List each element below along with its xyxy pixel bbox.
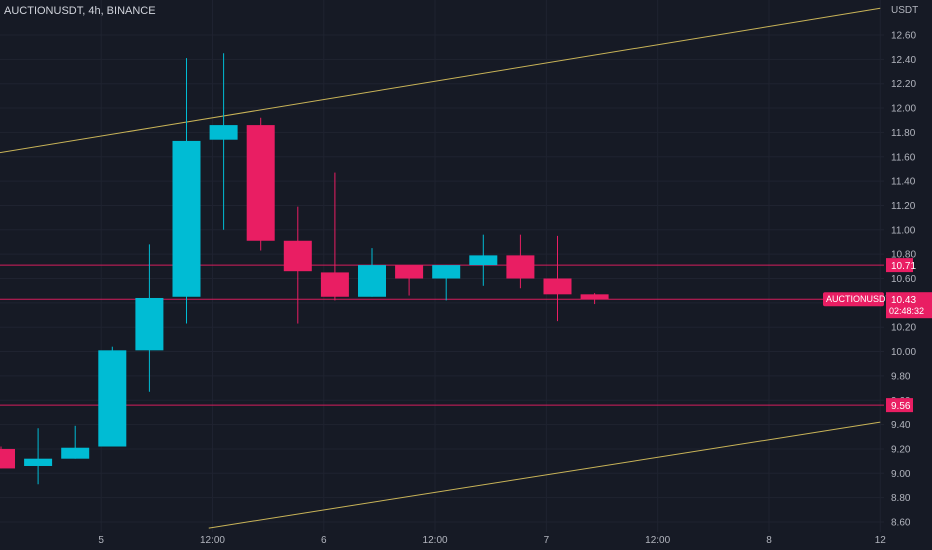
y-tick-label: 8.60 [891, 518, 911, 529]
x-tick-label: 8 [766, 535, 772, 546]
y-tick-label: 9.40 [891, 420, 911, 431]
y-tick-label: 8.80 [891, 493, 911, 504]
symbol-price-badge-label: AUCTIONUSDT [826, 294, 892, 304]
y-tick-label: 11.60 [891, 152, 916, 163]
candle-body [320, 272, 349, 297]
x-tick-label: 5 [98, 535, 104, 546]
candle-body [580, 294, 609, 300]
candle-body [0, 448, 15, 469]
candle-body [506, 255, 535, 279]
y-tick-label: 11.80 [891, 128, 916, 139]
y-tick-label: 10.20 [891, 323, 916, 334]
price-line-badge [886, 398, 913, 413]
candle-body [432, 265, 461, 279]
candle-body [283, 240, 312, 272]
y-tick-label: 11.40 [891, 177, 916, 188]
candle-body [61, 447, 90, 459]
symbol-title: AUCTIONUSDT, 4h, BINANCE [4, 5, 156, 17]
x-tick-label: 12 [875, 535, 887, 546]
candle-body [543, 278, 572, 295]
current-price-badge [886, 292, 932, 319]
y-tick-label: 12.20 [891, 79, 916, 90]
y-tick-label: 11.20 [891, 201, 916, 212]
price-line-badge [886, 258, 913, 273]
trendline [0, 7, 881, 154]
y-tick-label: 10.80 [891, 250, 916, 261]
y-tick-label: 9.80 [891, 371, 911, 382]
price-line-label: 9.56 [891, 401, 911, 412]
candle-body [469, 255, 498, 266]
y-tick-label: 12.40 [891, 55, 916, 66]
x-tick-label: 12:00 [645, 535, 670, 546]
candle-body [24, 458, 53, 466]
y-tick-label: 11.00 [891, 225, 916, 236]
price-line-label: 10.71 [891, 261, 916, 272]
countdown-label: 02:48:32 [889, 306, 924, 316]
y-tick-label: 9.00 [891, 469, 911, 480]
y-tick-label: 9.20 [891, 444, 911, 455]
symbol-price-badge [823, 292, 884, 307]
x-tick-label: 7 [544, 535, 550, 546]
trendline [208, 421, 881, 529]
candle-body [358, 265, 386, 297]
candle-body [395, 265, 424, 279]
x-tick-label: 12:00 [423, 535, 448, 546]
y-tick-label: 10.00 [891, 347, 916, 358]
candle-body [172, 140, 201, 297]
current-price-label: 10.43 [891, 295, 916, 306]
candle-body [98, 350, 127, 447]
x-tick-label: 6 [321, 535, 327, 546]
y-tick-label: 10.60 [891, 274, 916, 285]
x-tick-label: 12:00 [200, 535, 225, 546]
candle-body [135, 297, 164, 351]
candle-body [209, 125, 238, 140]
axis-unit-label: USDT [891, 5, 918, 16]
candle-body [246, 125, 275, 241]
y-tick-label: 12.60 [891, 31, 916, 42]
y-tick-label: 12.00 [891, 104, 916, 115]
